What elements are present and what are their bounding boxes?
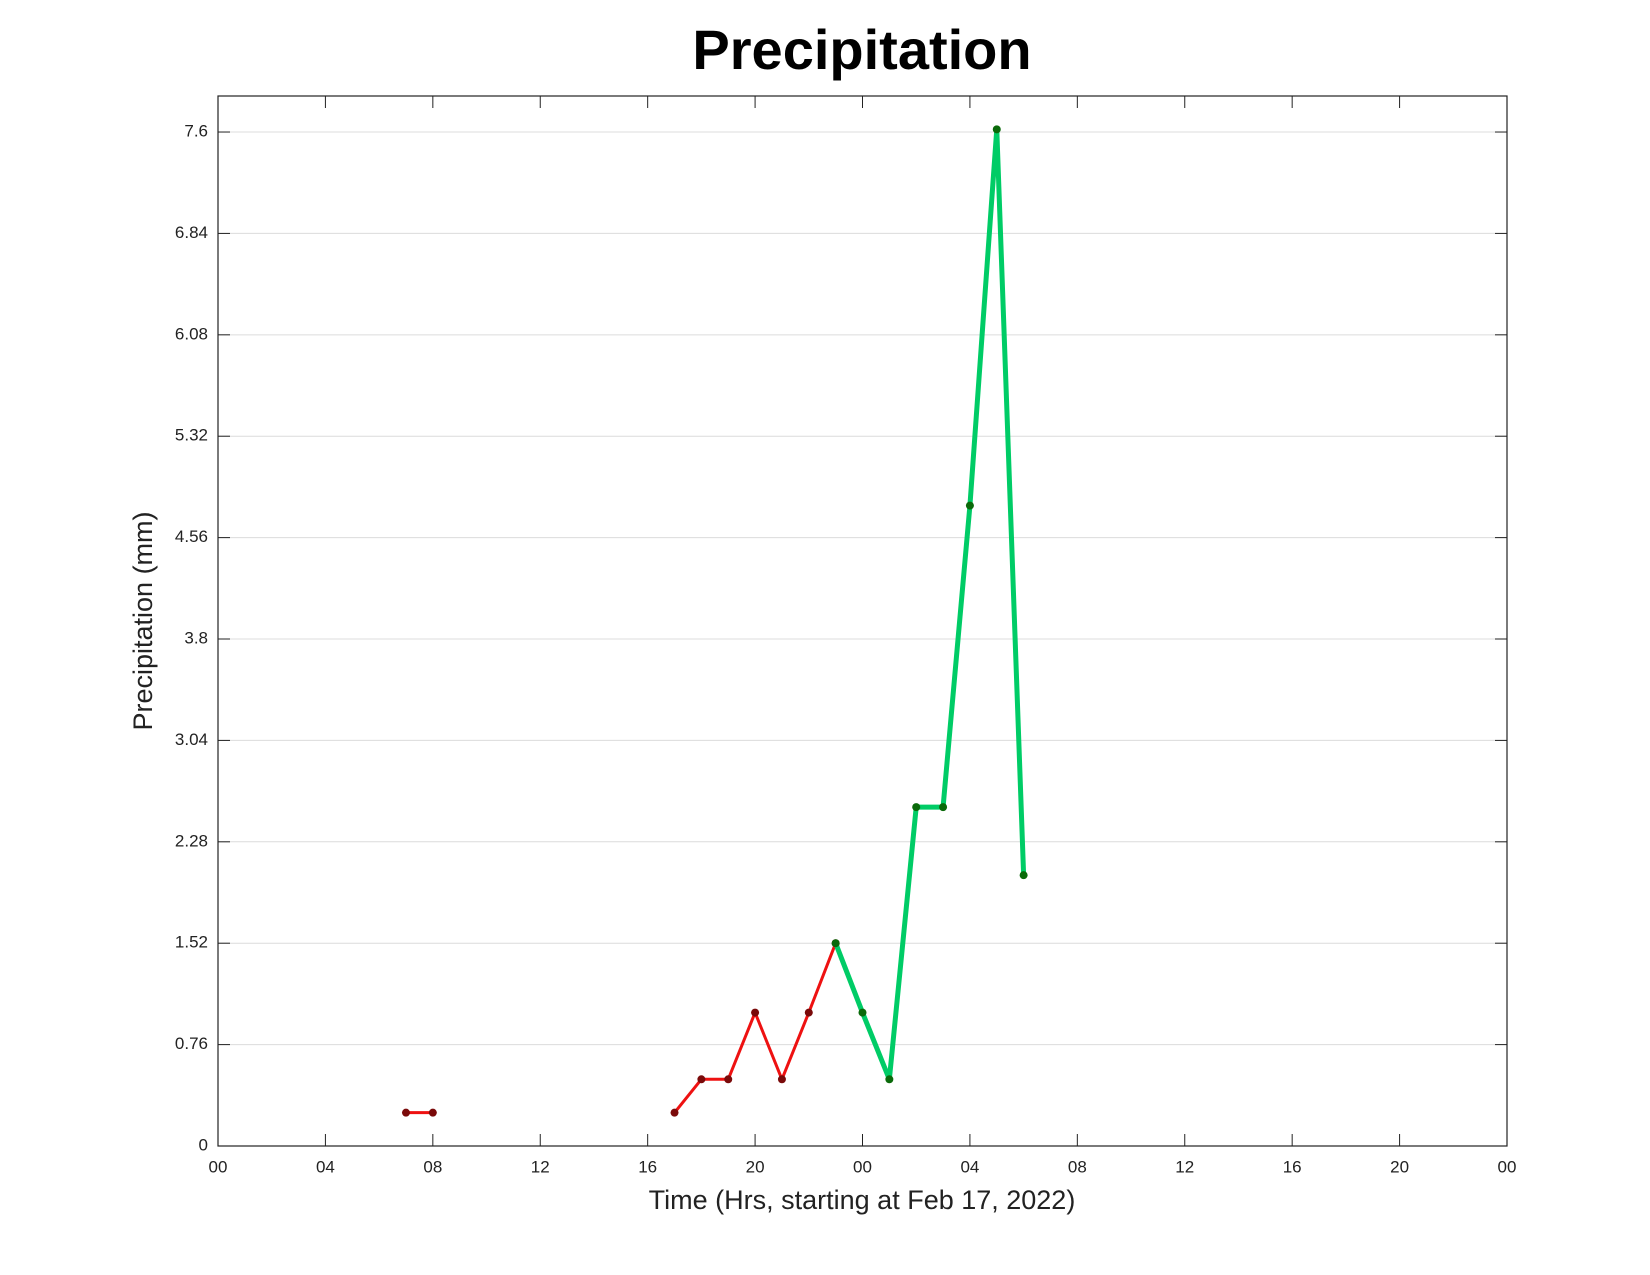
y-tick-label: 0.76 bbox=[175, 1034, 208, 1053]
y-tick-label: 2.28 bbox=[175, 831, 208, 850]
point bbox=[401, 1108, 410, 1117]
chart-title: Precipitation bbox=[692, 18, 1031, 81]
x-axis-label: Time (Hrs, starting at Feb 17, 2022) bbox=[649, 1185, 1076, 1215]
point bbox=[697, 1075, 706, 1084]
y-tick-label: 7.6 bbox=[184, 122, 208, 141]
point bbox=[912, 803, 921, 812]
x-tick-label: 16 bbox=[1283, 1157, 1302, 1176]
y-tick-label: 0 bbox=[199, 1135, 208, 1154]
x-tick-label: 20 bbox=[1390, 1157, 1409, 1176]
y-tick-label: 3.04 bbox=[175, 730, 208, 749]
x-tick-label: 04 bbox=[960, 1157, 979, 1176]
point bbox=[428, 1108, 437, 1117]
x-tick-label: 20 bbox=[746, 1157, 765, 1176]
x-tick-label: 00 bbox=[209, 1157, 228, 1176]
y-tick-label: 5.32 bbox=[175, 426, 208, 445]
y-tick-label: 1.52 bbox=[175, 933, 208, 952]
point bbox=[858, 1008, 867, 1017]
x-tick-label: 08 bbox=[1068, 1157, 1087, 1176]
y-tick-label: 6.08 bbox=[175, 324, 208, 343]
point bbox=[831, 939, 840, 948]
point bbox=[1019, 871, 1028, 880]
point bbox=[724, 1075, 733, 1084]
series-line bbox=[833, 126, 1027, 1082]
plot-frame bbox=[217, 95, 1508, 1147]
y-tick-label: 4.56 bbox=[175, 527, 208, 546]
point bbox=[939, 803, 948, 812]
y-tick-label: 3.8 bbox=[184, 628, 208, 647]
series-line bbox=[405, 942, 838, 1115]
x-tick-label: 00 bbox=[1498, 1157, 1517, 1176]
point bbox=[751, 1008, 760, 1017]
x-tick-label: 00 bbox=[853, 1157, 872, 1176]
x-tick-label: 12 bbox=[531, 1157, 550, 1176]
x-tick-label: 08 bbox=[423, 1157, 442, 1176]
y-axis-label: Precipitation (mm) bbox=[128, 511, 158, 730]
point bbox=[777, 1075, 786, 1084]
x-tick-label: 04 bbox=[316, 1157, 335, 1176]
point bbox=[804, 1008, 813, 1017]
y-tick-label: 6.84 bbox=[175, 223, 208, 242]
x-tick-label: 16 bbox=[638, 1157, 657, 1176]
point bbox=[670, 1108, 679, 1117]
x-tick-label: 12 bbox=[1175, 1157, 1194, 1176]
point bbox=[965, 501, 974, 510]
point bbox=[885, 1075, 894, 1084]
point bbox=[992, 125, 1001, 134]
